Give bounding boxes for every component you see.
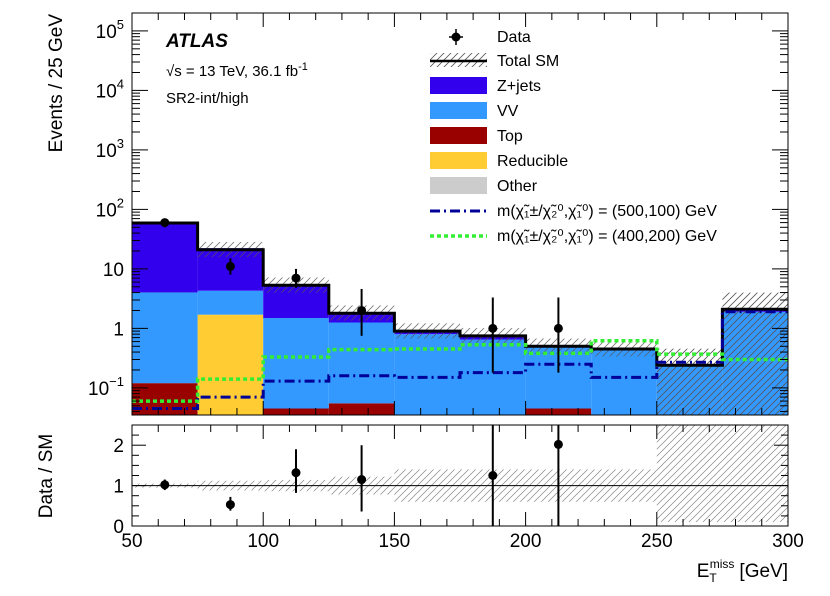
ratio-points (160, 425, 563, 526)
main-plot-frame (131, 12, 789, 416)
main-y-tick-label: 103 (96, 136, 124, 162)
legend: Data Total SM Z+jets VV Top Reducible Ot… (430, 29, 717, 245)
data-point-4 (488, 323, 498, 333)
ratio-y-tick-label: 2 (113, 436, 124, 457)
x-axis-label-sub: T (709, 571, 717, 585)
legend-total-sm: Total SM (430, 53, 559, 70)
main-y-tick-label: 1 (113, 319, 124, 340)
bar-top-bin-3 (328, 403, 395, 415)
energy-lumi-label: √s = 13 TeV, 36.1 fb-1 (166, 61, 308, 80)
ratio-point-1 (225, 500, 235, 510)
tick-base: 10 (96, 141, 117, 162)
bar-vv-bin-1 (197, 290, 264, 315)
data-point-3 (357, 305, 367, 315)
legend-other: Other (430, 177, 538, 195)
main-axis-ticks (131, 12, 789, 415)
x-tick-labels: 50 100 150 200 250 300 (121, 531, 803, 552)
ratio-y-tick-label: 1 (113, 477, 124, 498)
main-y-tick-label: 10−1 (88, 374, 124, 400)
legend-label-reducible: Reducible (497, 153, 568, 170)
legend-signal-400-200: m(χ̃₁±/χ̃₂⁰,χ̃₁⁰) = (400,200) GeV (430, 228, 717, 245)
main-y-tick-label: 104 (96, 76, 124, 102)
bar-vv-bin-2 (263, 317, 329, 409)
bar-vv-bin-0 (132, 292, 198, 384)
tick-exponent: 4 (117, 76, 124, 91)
tick-base: 10 (96, 22, 117, 43)
data-point-0 (160, 218, 170, 228)
bar-reducible-bin-1 (197, 314, 264, 415)
legend-top: Top (430, 127, 523, 145)
data-points (160, 218, 563, 373)
legend-reducible: Reducible (430, 152, 568, 170)
legend-label-total-sm: Total SM (497, 53, 559, 70)
legend-label-other: Other (497, 178, 538, 195)
main-y-tick-label: 10 (103, 260, 124, 281)
stacked-histogram (132, 221, 788, 415)
ratio-y-tick-labels: 0 1 2 (113, 436, 124, 538)
signal-curves (132, 310, 788, 411)
bar-vv-bin-4 (394, 334, 460, 415)
region-label: SR2-int/high (166, 90, 249, 107)
legend-data: Data (449, 29, 531, 46)
signal-line-0 (132, 310, 788, 411)
data-point-5 (553, 323, 563, 333)
lumi-exponent: -1 (298, 61, 308, 73)
data-point-1 (225, 261, 235, 271)
legend-label-vv: VV (497, 103, 519, 120)
legend-label-data: Data (497, 29, 531, 46)
ratio-axis-ticks (131, 424, 789, 527)
legend-zjets: Z+jets (430, 77, 541, 95)
ratio-point-0 (160, 480, 170, 490)
x-tick-label: 50 (121, 531, 142, 552)
legend-label-zjets: Z+jets (497, 78, 541, 95)
ratio-point-3 (357, 475, 367, 485)
tick-exponent: 2 (117, 195, 124, 210)
x-tick-label: 250 (641, 531, 673, 552)
main-y-tick-label: 105 (96, 17, 124, 43)
ratio-y-tick-label: 0 (113, 517, 124, 538)
tick-base: 10 (96, 200, 117, 221)
ratio-y-axis-label: Data / SM (36, 434, 57, 518)
x-axis-label-main: E (697, 561, 710, 582)
tick-base: 10 (96, 81, 117, 102)
ratio-band-bin-9 (722, 425, 788, 522)
bar-top-bin-6 (525, 408, 592, 415)
atlas-label: ATLAS (165, 31, 228, 52)
x-axis-label-sup: miss (710, 557, 735, 571)
bar-vv-bin-7 (591, 349, 657, 415)
legend-label-top: Top (497, 128, 523, 145)
ratio-point-5 (553, 439, 563, 449)
tick-base: 10 (88, 379, 109, 400)
tick-exponent: 3 (117, 136, 124, 151)
tick-exponent: 5 (117, 17, 124, 32)
energy-lumi-text: √s = 13 TeV, 36.1 fb (166, 63, 298, 80)
legend-label-signal-400-200: m(χ̃₁±/χ̃₂⁰,χ̃₁⁰) = (400,200) GeV (497, 228, 717, 245)
ratio-point-2 (291, 468, 301, 478)
main-y-axis-label: Events / 25 GeV (46, 14, 67, 153)
bar-top-bin-2 (263, 408, 329, 415)
legend-label-signal-500-100: m(χ̃₁±/χ̃₂⁰,χ̃₁⁰) = (500,100) GeV (497, 203, 717, 220)
main-y-tick-label: 102 (96, 195, 124, 221)
legend-signal-500-100: m(χ̃₁±/χ̃₂⁰,χ̃₁⁰) = (500,100) GeV (430, 203, 717, 220)
legend-vv: VV (430, 102, 519, 120)
x-axis-label: ETmiss [GeV] (697, 557, 788, 585)
x-axis-label-unit: [GeV] (739, 561, 788, 582)
signal-line-1 (132, 338, 788, 403)
x-tick-label: 150 (379, 531, 411, 552)
tick-exponent: −1 (109, 374, 124, 389)
ratio-point-4 (488, 471, 498, 480)
x-tick-label: 100 (247, 531, 279, 552)
bar-vv-bin-3 (328, 322, 395, 404)
x-tick-label: 300 (772, 531, 804, 552)
ratio-band-bin-8 (656, 425, 723, 522)
total-sm-uncertainty-bin-8 (656, 348, 723, 415)
x-tick-label: 200 (510, 531, 542, 552)
data-point-2 (291, 273, 301, 283)
bar-z-jets-bin-0 (132, 223, 198, 293)
